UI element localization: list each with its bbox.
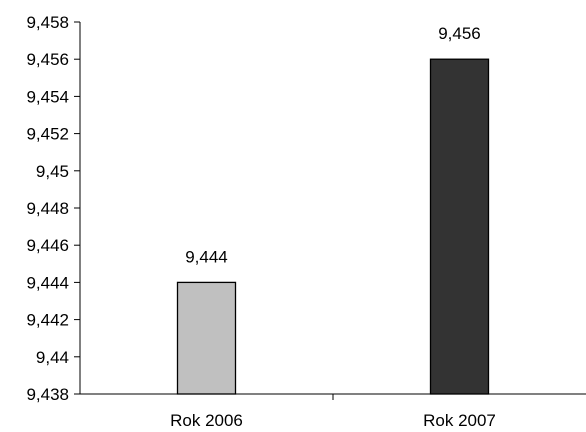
- bars: [176, 58, 490, 395]
- bar: [429, 58, 490, 395]
- y-tick-label: 9,442: [26, 311, 69, 330]
- y-tick-label: 9,446: [26, 236, 69, 255]
- y-tick-label: 9,44: [36, 348, 69, 367]
- data-labels: 9,444 9,456: [185, 24, 481, 266]
- y-axis-ticks: 9,438 9,44 9,442 9,444 9,446 9,448 9,45 9,452 9,…: [26, 13, 80, 404]
- y-tick-label: 9,438: [26, 385, 69, 404]
- y-tick-label: 9,45: [36, 162, 69, 181]
- bar: [176, 281, 237, 395]
- y-tick-label: 9,452: [26, 125, 69, 144]
- y-tick-label: 9,444: [26, 273, 69, 292]
- axes: [79, 22, 586, 400]
- y-tick-label: 9,454: [26, 87, 69, 106]
- y-tick-label: 9,456: [26, 50, 69, 69]
- data-label: 9,444: [185, 247, 228, 266]
- y-tick-label: 9,448: [26, 199, 69, 218]
- x-axis-labels: Rok 2006 Rok 2007: [170, 411, 496, 430]
- x-category-label: Rok 2007: [423, 411, 496, 430]
- data-label: 9,456: [438, 24, 481, 43]
- y-tick-label: 9,458: [26, 13, 69, 32]
- x-category-label: Rok 2006: [170, 411, 243, 430]
